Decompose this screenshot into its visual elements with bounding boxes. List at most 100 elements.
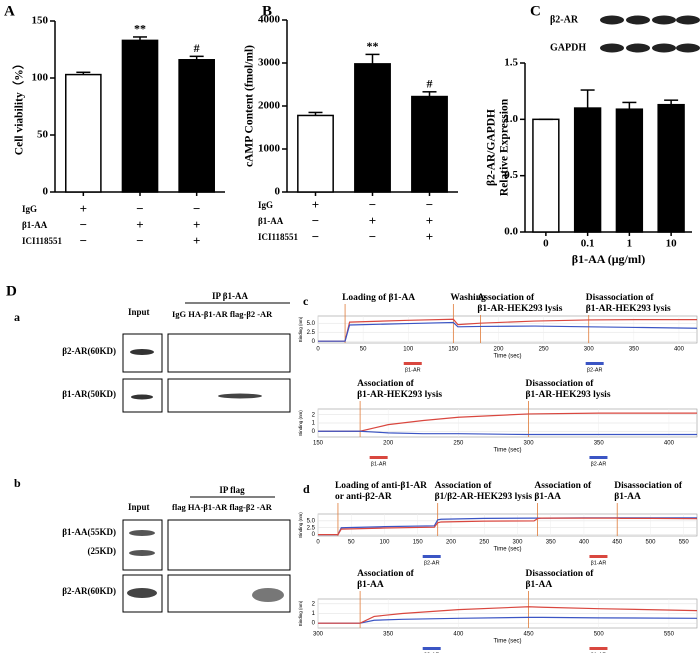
blot-band xyxy=(600,15,624,25)
y-tick-label: 4000 xyxy=(258,14,281,26)
y-tick-label: 150 xyxy=(32,15,49,27)
bar xyxy=(657,103,685,233)
panel-label: a xyxy=(14,310,20,324)
annotation: Disassociation of xyxy=(586,293,655,303)
x-tick-label: 200 xyxy=(493,347,504,353)
treatment-sign: − xyxy=(80,217,87,232)
legend-label: β1-AR xyxy=(405,367,421,373)
significance-label: ** xyxy=(367,39,379,53)
treatment-label: ICI118551 xyxy=(22,236,63,246)
significance-label: # xyxy=(427,77,433,91)
blot-band xyxy=(131,394,153,400)
y-axis-label: Binding (nm) xyxy=(298,600,303,626)
blot-band xyxy=(652,43,676,53)
treatment-sign: + xyxy=(426,213,433,228)
row-label: β1-AR(50KD) xyxy=(62,389,116,399)
lane-header: Input xyxy=(128,307,150,317)
treatment-sign: − xyxy=(80,233,87,248)
x-tick-label: 350 xyxy=(546,540,557,546)
x-tick-label: 0 xyxy=(543,238,549,250)
y-tick-label: 100 xyxy=(32,72,49,84)
annotation: Association of xyxy=(534,481,592,491)
blot-band xyxy=(130,349,154,355)
annotation: Association of xyxy=(357,379,415,389)
x-axis-label: Time (sec) xyxy=(493,639,521,645)
legend-label: β1-AR xyxy=(591,560,607,566)
blot-label: GAPDH xyxy=(550,42,586,53)
x-tick-label: 250 xyxy=(453,441,464,447)
legend-swatch xyxy=(589,456,608,459)
x-tick-label: 350 xyxy=(629,347,640,353)
blot-band xyxy=(676,43,700,53)
x-tick-label: 500 xyxy=(645,540,656,546)
treatment-label: β1-AA xyxy=(258,216,284,226)
x-tick-label: 350 xyxy=(594,441,605,447)
y-axis-label: cAMP Content (fmol/ml) xyxy=(244,45,256,167)
lane-labels: flag HA-β1-AR flag-β2 -AR xyxy=(172,502,273,512)
treatment-sign: + xyxy=(193,217,200,232)
y-tick-label: 0 xyxy=(312,429,316,435)
treatment-sign: + xyxy=(369,213,376,228)
annotation: β1-AA xyxy=(614,492,641,502)
x-tick-label: 100 xyxy=(403,347,414,353)
sensorgram-line xyxy=(318,517,698,536)
y-tick-label: 0 xyxy=(312,339,316,345)
x-tick-label: 250 xyxy=(539,347,550,353)
blot-band xyxy=(600,43,624,53)
annotation: β1-AR-HEK293 lysis xyxy=(586,304,671,314)
sensorgram-line xyxy=(318,517,697,536)
treatment-sign: − xyxy=(136,201,143,216)
y-tick-label: 5.0 xyxy=(307,518,316,524)
x-tick-label: 450 xyxy=(524,632,535,638)
x-axis-label: β1-AA (μg/ml) xyxy=(572,252,645,266)
x-tick-label: 400 xyxy=(664,441,675,447)
x-tick-label: 50 xyxy=(348,540,355,546)
x-tick-label: 150 xyxy=(448,347,459,353)
treatment-sign: + xyxy=(312,197,319,212)
blot-band xyxy=(626,15,650,25)
annotation: β1-AA xyxy=(534,492,561,502)
x-axis-label: Time (sec) xyxy=(493,547,521,553)
blot-band xyxy=(127,588,157,598)
y-tick-label: 3000 xyxy=(258,57,281,69)
legend-label: β2-AR xyxy=(587,367,603,373)
treatment-sign: − xyxy=(426,197,433,212)
x-tick-label: 1 xyxy=(627,238,633,250)
x-tick-label: 200 xyxy=(383,441,394,447)
y-tick-label: 2 xyxy=(312,412,316,418)
bar xyxy=(65,73,102,193)
x-tick-label: 300 xyxy=(512,540,523,546)
legend-swatch xyxy=(403,362,422,365)
x-tick-label: 150 xyxy=(413,540,424,546)
treatment-sign: − xyxy=(369,229,376,244)
legend-swatch xyxy=(585,362,604,365)
sensorgram-line xyxy=(318,430,697,436)
sensorgram-line xyxy=(318,616,698,624)
treatment-sign: − xyxy=(369,197,376,212)
treatment-sign: + xyxy=(193,233,200,248)
bar xyxy=(532,118,560,233)
annotation: β1-AA xyxy=(526,580,553,590)
blot-box xyxy=(167,378,291,413)
annotation: Association of xyxy=(435,481,493,491)
blot-band xyxy=(676,15,700,25)
y-axis-label: β2-AR/GAPDH xyxy=(486,109,498,186)
blot-box xyxy=(167,574,291,613)
y-tick-label: 2 xyxy=(312,601,316,607)
annotation: Loading of anti-β1-AR xyxy=(335,481,427,491)
y-tick-label: 2.5 xyxy=(307,525,316,531)
y-tick-label: 0 xyxy=(275,186,281,198)
panel-label: B xyxy=(262,3,272,19)
x-tick-label: 400 xyxy=(674,347,685,353)
sensorgram-line xyxy=(318,318,697,342)
x-axis-label: Time (sec) xyxy=(493,448,521,454)
blot-box xyxy=(167,519,291,571)
sensorgram-line xyxy=(318,412,697,432)
x-tick-label: 150 xyxy=(313,441,324,447)
bar xyxy=(573,107,602,233)
row-label: (25KD) xyxy=(88,546,117,556)
blot-box xyxy=(122,574,163,613)
x-tick-label: 550 xyxy=(679,540,690,546)
ip-header: IP flag xyxy=(219,485,245,495)
